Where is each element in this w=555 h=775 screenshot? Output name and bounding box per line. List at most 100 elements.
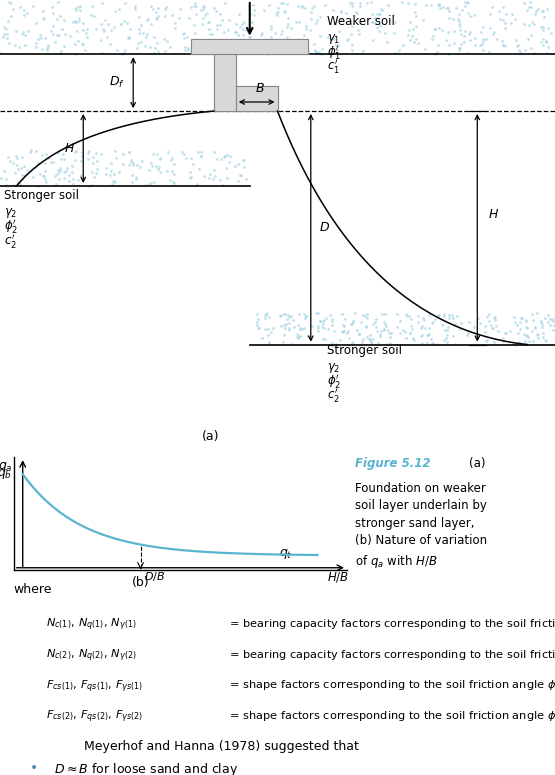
Point — [434, 308, 443, 321]
Point — [123, 16, 132, 29]
Point — [264, 322, 273, 335]
Point — [224, 14, 233, 26]
Point — [313, 13, 322, 26]
Point — [103, 17, 112, 29]
Point — [253, 316, 262, 329]
Point — [102, 168, 110, 181]
Point — [357, 336, 366, 349]
Point — [542, 47, 551, 60]
Point — [108, 177, 117, 190]
Point — [39, 169, 48, 181]
Point — [521, 335, 530, 347]
Point — [70, 146, 79, 158]
Point — [533, 329, 542, 341]
Point — [144, 177, 153, 190]
Point — [284, 311, 293, 323]
Point — [89, 157, 98, 169]
Point — [538, 321, 547, 333]
Point — [507, 8, 516, 20]
Point — [440, 308, 448, 321]
Point — [111, 152, 120, 164]
Point — [265, 0, 274, 12]
Point — [34, 157, 43, 170]
Point — [62, 162, 71, 174]
Point — [295, 322, 304, 335]
Point — [11, 167, 20, 179]
Point — [249, 44, 258, 57]
Point — [149, 46, 158, 59]
Point — [213, 19, 221, 31]
Point — [268, 42, 277, 54]
Point — [260, 309, 269, 322]
Point — [435, 0, 444, 12]
Point — [423, 329, 432, 341]
Point — [393, 46, 402, 59]
Point — [452, 2, 461, 14]
Point — [192, 0, 201, 12]
Point — [550, 312, 555, 324]
Point — [20, 9, 29, 22]
Point — [279, 0, 288, 9]
Point — [12, 150, 21, 163]
Point — [286, 22, 295, 34]
Point — [73, 1, 82, 13]
Point — [336, 14, 345, 26]
Point — [352, 324, 361, 336]
Point — [54, 164, 63, 177]
Point — [48, 19, 57, 32]
Point — [39, 170, 48, 183]
Point — [528, 314, 537, 326]
Point — [404, 24, 413, 36]
Point — [511, 316, 519, 329]
Point — [258, 26, 266, 39]
Point — [41, 157, 49, 169]
Point — [514, 326, 523, 339]
Point — [75, 4, 84, 16]
Point — [364, 333, 373, 346]
Point — [314, 46, 323, 59]
Point — [32, 16, 41, 29]
Point — [254, 312, 263, 325]
Point — [132, 171, 140, 184]
Point — [345, 332, 354, 344]
Point — [413, 310, 422, 322]
Point — [515, 323, 524, 336]
Point — [426, 0, 435, 12]
Point — [106, 157, 115, 169]
Point — [49, 156, 58, 168]
Point — [224, 155, 233, 167]
Point — [194, 146, 203, 158]
Point — [42, 148, 51, 160]
Text: $D/B$: $D/B$ — [144, 570, 165, 583]
Point — [169, 157, 178, 170]
Point — [167, 152, 176, 164]
Point — [267, 30, 276, 43]
Point — [71, 2, 80, 15]
Point — [117, 18, 125, 30]
Point — [168, 165, 176, 177]
Point — [527, 41, 536, 53]
Point — [300, 29, 309, 41]
Point — [38, 149, 47, 161]
Point — [376, 330, 385, 343]
Point — [295, 323, 304, 336]
Point — [20, 39, 29, 51]
Point — [396, 327, 405, 339]
Point — [533, 307, 542, 319]
Point — [269, 322, 278, 335]
Point — [187, 2, 196, 14]
Point — [220, 150, 229, 163]
Point — [345, 0, 354, 9]
Point — [347, 19, 356, 32]
Point — [124, 146, 133, 158]
Point — [466, 33, 475, 46]
Point — [77, 169, 85, 181]
Point — [137, 19, 145, 32]
Point — [445, 308, 454, 321]
Point — [523, 322, 532, 334]
Point — [495, 5, 503, 17]
Point — [250, 4, 259, 16]
Point — [241, 24, 250, 36]
Point — [129, 159, 138, 171]
Point — [237, 41, 246, 53]
